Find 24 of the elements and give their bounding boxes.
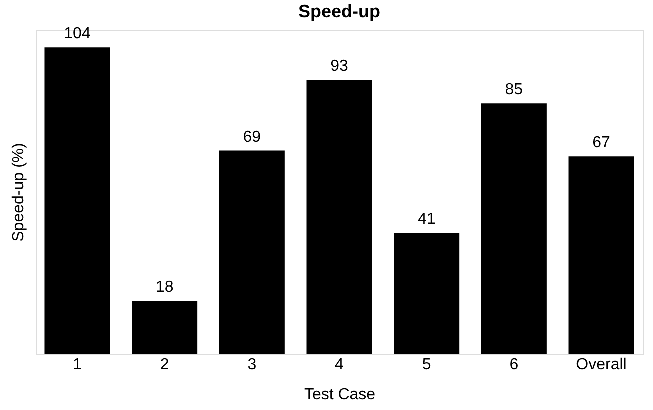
x-tick-label: 2 [160,356,170,374]
x-tick-label: 5 [422,356,432,374]
bar [306,80,372,354]
y-axis-title: Speed-up (%) [10,143,28,242]
data-label: 67 [592,134,611,152]
data-label: 18 [156,278,174,296]
x-tick-label: Overall [576,356,627,374]
data-label: 85 [505,82,524,99]
data-label: 69 [243,128,262,146]
bar [568,156,634,354]
x-tick-label: 1 [73,356,82,374]
bar [132,300,198,354]
bar [44,48,110,354]
bar [481,104,547,354]
x-tick-label: 6 [510,356,519,374]
x-axis-title: Test Case [304,386,376,404]
x-tick-label: 3 [248,356,257,374]
data-label: 93 [330,58,348,76]
data-label: 41 [418,211,436,228]
chart-title: Speed-up [298,2,381,22]
bar [219,150,285,354]
data-label: 104 [64,26,91,43]
bar [394,233,460,354]
x-tick-label: 4 [335,356,344,374]
